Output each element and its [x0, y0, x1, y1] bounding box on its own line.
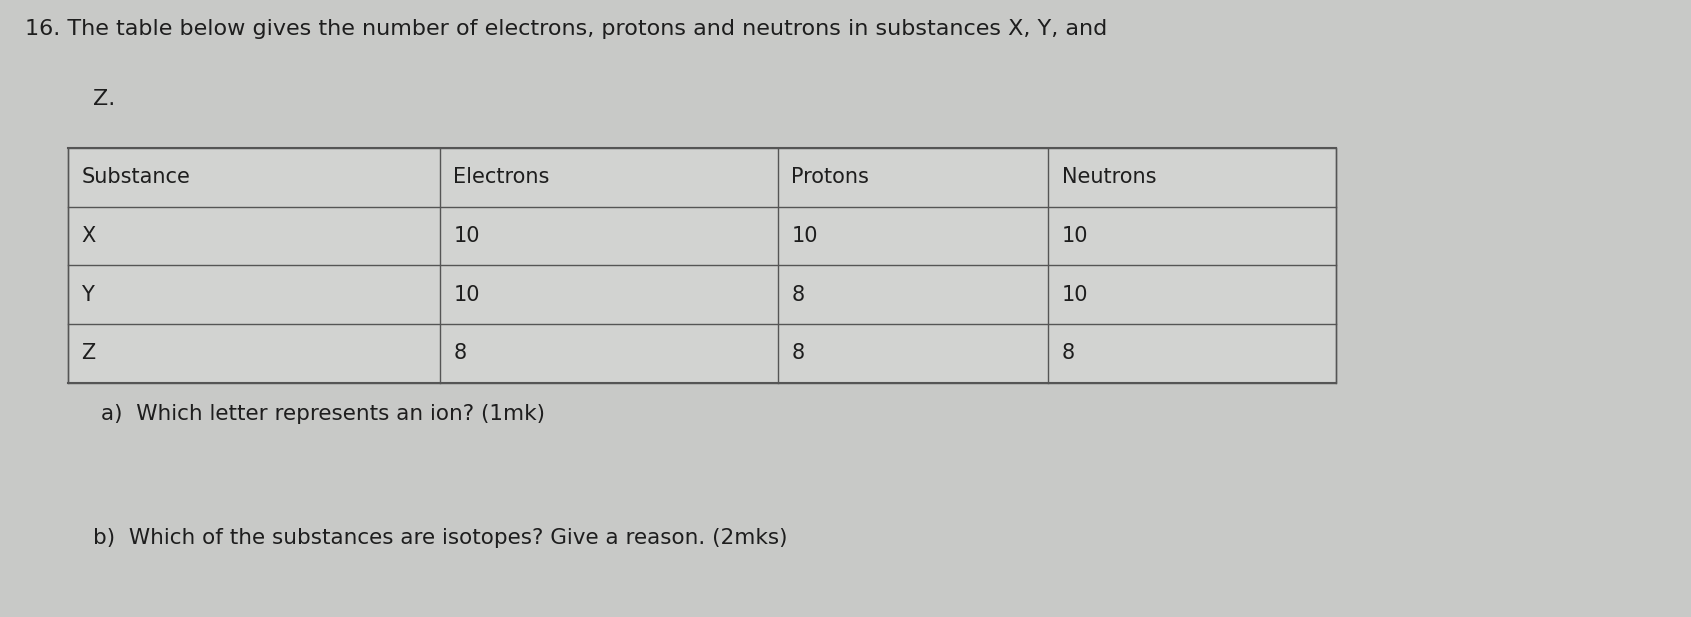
Text: Neutrons: Neutrons	[1062, 167, 1157, 188]
Text: b)  Which of the substances are isotopes? Give a reason. (2mks): b) Which of the substances are isotopes?…	[93, 528, 788, 547]
Text: 8: 8	[791, 343, 805, 363]
Text: a)  Which letter represents an ion? (1mk): a) Which letter represents an ion? (1mk)	[101, 404, 546, 424]
Text: 10: 10	[1062, 284, 1089, 305]
FancyBboxPatch shape	[68, 148, 1336, 383]
Text: 10: 10	[1062, 226, 1089, 246]
Text: 16. The table below gives the number of electrons, protons and neutrons in subst: 16. The table below gives the number of …	[25, 19, 1108, 38]
Text: 10: 10	[791, 226, 818, 246]
Text: Y: Y	[81, 284, 95, 305]
Text: 10: 10	[453, 226, 480, 246]
Text: Z: Z	[81, 343, 95, 363]
Text: Z.: Z.	[93, 89, 115, 109]
Text: Protons: Protons	[791, 167, 869, 188]
Text: Substance: Substance	[81, 167, 189, 188]
Text: 10: 10	[453, 284, 480, 305]
Text: 8: 8	[453, 343, 467, 363]
Text: 8: 8	[1062, 343, 1075, 363]
Text: 8: 8	[791, 284, 805, 305]
Text: X: X	[81, 226, 95, 246]
Text: Electrons: Electrons	[453, 167, 550, 188]
